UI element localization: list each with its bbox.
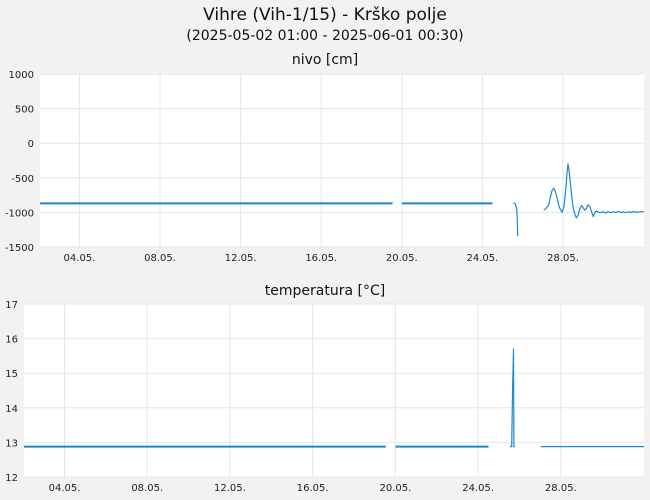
temperatura-x-tick-label: 08.05. [131, 483, 163, 494]
nivo-y-tick-label: 0 [28, 139, 34, 150]
nivo-y-tick-label: 500 [15, 105, 34, 116]
nivo-x-tick-label: 28.05. [547, 253, 579, 264]
temperatura-y-tick-label: 16 [5, 335, 18, 346]
nivo-x-tick-label: 16.05. [305, 253, 337, 264]
temperatura-plot-area [24, 304, 644, 477]
chart-title: Vihre (Vih-1/15) - Krško polje [203, 5, 447, 25]
nivo-x-tick-label: 04.05. [64, 253, 96, 264]
nivo-plot-area [40, 74, 644, 247]
nivo-x-tick-label: 24.05. [466, 253, 498, 264]
temperatura-y-tick-label: 14 [5, 404, 18, 415]
temperatura-x-tick-label: 20.05. [379, 483, 411, 494]
nivo-panel: nivo [cm] 1000 500 0 -500 -1000 -1500 04.05. 08… [5, 52, 644, 264]
nivo-y-tick-label: -1000 [5, 208, 34, 219]
nivo-series-segment [513, 202, 519, 236]
temperatura-x-tick-label: 04.05. [49, 483, 81, 494]
nivo-y-tick-label: -1500 [5, 243, 34, 254]
temperatura-y-tick-label: 17 [5, 300, 18, 311]
nivo-y-tick-label: -500 [11, 174, 34, 185]
temperatura-x-tick-label: 28.05. [545, 483, 577, 494]
nivo-x-tick-label: 12.05. [225, 253, 257, 264]
nivo-x-tick-label: 20.05. [386, 253, 418, 264]
temperatura-y-tick-label: 13 [5, 438, 18, 449]
temperatura-x-tick-label: 24.05. [462, 483, 494, 494]
nivo-panel-title: nivo [cm] [292, 52, 358, 68]
temperatura-y-tick-label: 15 [5, 369, 18, 380]
temperatura-panel-title: temperatura [°C] [265, 283, 385, 299]
nivo-y-tick-label: 1000 [9, 70, 34, 81]
temperatura-x-tick-label: 12.05. [214, 483, 246, 494]
chart-subtitle: (2025-05-02 01:00 - 2025-06-01 00:30) [186, 28, 463, 44]
nivo-x-tick-label: 08.05. [144, 253, 176, 264]
temperatura-x-tick-label: 16.05. [297, 483, 329, 494]
temperatura-panel: temperatura [°C] 17 16 15 14 13 12 04.05. 08.05… [5, 283, 644, 494]
temperatura-y-tick-label: 12 [5, 473, 18, 484]
temperatura-series-segment [510, 348, 516, 448]
nivo-series-segment [543, 163, 644, 219]
